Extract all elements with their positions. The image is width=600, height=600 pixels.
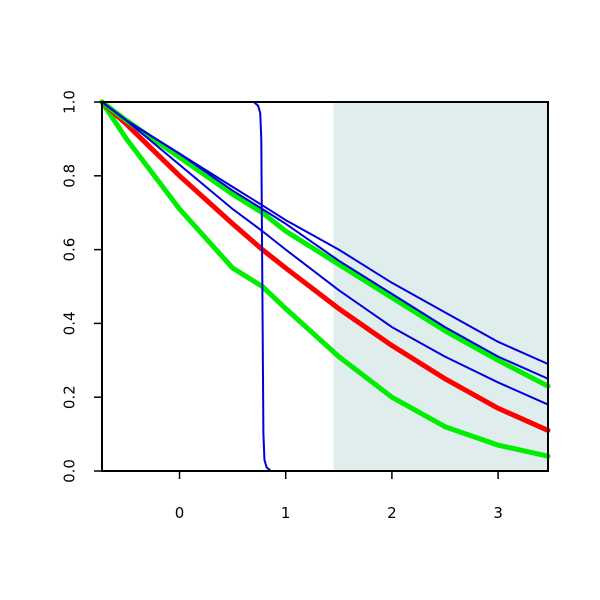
y-tick-label: 0.2 xyxy=(60,385,78,409)
series-line-6 xyxy=(101,101,549,365)
x-tick-label: 1 xyxy=(281,504,291,522)
shaded-region xyxy=(333,102,548,471)
y-tick-label: 0.4 xyxy=(60,311,78,335)
y-axis: 0.0 0.2 0.4 0.6 0.8 1.0 xyxy=(60,90,103,483)
y-tick-label: 1.0 xyxy=(60,90,78,114)
x-tick-label: 0 xyxy=(175,504,185,522)
x-axis: 0 1 2 3 xyxy=(175,470,503,522)
y-tick-label: 0.8 xyxy=(60,164,78,188)
x-tick-label: 3 xyxy=(493,504,503,522)
series-line-4 xyxy=(101,101,549,406)
x-tick-label: 2 xyxy=(387,504,397,522)
series-line-1 xyxy=(99,99,551,459)
y-tick-label: 0.0 xyxy=(60,459,78,483)
series-line-3 xyxy=(99,99,551,389)
y-tick-label: 0.6 xyxy=(60,238,78,262)
series-line-2 xyxy=(99,99,551,433)
